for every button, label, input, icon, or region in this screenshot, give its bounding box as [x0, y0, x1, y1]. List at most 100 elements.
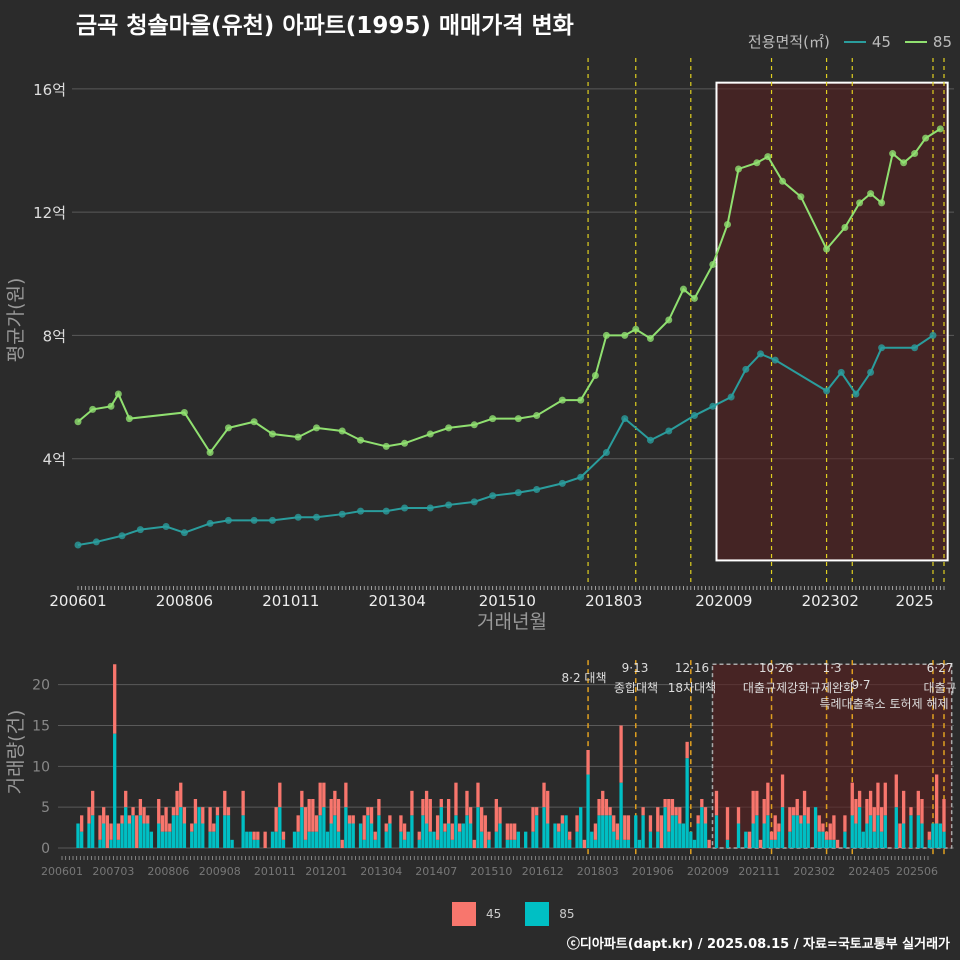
bar-85 [909, 815, 913, 848]
bar-y-tick-label: 10 [32, 759, 50, 775]
bar-85 [450, 839, 454, 848]
bar-85 [612, 831, 616, 848]
bar-45 [865, 799, 869, 824]
bar-x-tick-label: 201906 [632, 865, 674, 878]
data-point-85 [665, 316, 673, 324]
policy-annotation: 대출규제강화 [743, 681, 809, 695]
bar-85 [942, 831, 946, 848]
bar-45 [373, 831, 377, 840]
bar-45 [935, 774, 939, 824]
policy-annotation: 6·27 [927, 661, 954, 675]
bar-85 [146, 823, 150, 848]
bar-85 [579, 807, 583, 848]
bottom-legend: 45 85 [452, 902, 575, 926]
data-point-85 [294, 433, 302, 441]
bar-85 [318, 815, 322, 848]
data-point-85 [632, 325, 640, 333]
bar-45 [168, 823, 172, 832]
bar-85 [667, 831, 671, 848]
bar-x-tick-label: 201201 [305, 865, 347, 878]
bar-85 [439, 807, 443, 848]
bar-85 [546, 823, 550, 848]
bar-85 [685, 758, 689, 848]
bar-45 [135, 815, 139, 848]
data-point-85 [558, 396, 566, 404]
data-point-45 [878, 344, 886, 352]
bar-45 [351, 815, 355, 824]
data-point-85 [724, 220, 731, 228]
bar-85 [270, 831, 275, 848]
bar-45 [160, 815, 165, 832]
legend-swatch-45 [843, 40, 866, 43]
bar-45 [157, 799, 161, 824]
bar-45 [105, 815, 110, 848]
bar-45 [509, 823, 513, 840]
bar-45 [766, 782, 770, 816]
bar-45 [388, 815, 392, 824]
bar-45 [487, 831, 491, 840]
bar-45 [678, 807, 682, 824]
legend-box-85 [525, 902, 550, 926]
bar-45 [322, 782, 326, 808]
bar-45 [872, 807, 876, 832]
bar-85 [597, 815, 601, 848]
bar-85 [362, 839, 366, 848]
bar-85 [883, 815, 887, 848]
bar-45 [175, 790, 179, 816]
data-point-85 [89, 405, 97, 413]
bar-45 [483, 815, 487, 848]
bar-85 [619, 782, 623, 848]
data-point-45 [771, 356, 779, 364]
bar-y-tick-label: 15 [32, 719, 50, 735]
bar-45 [612, 815, 616, 832]
bar-85 [171, 815, 176, 848]
bar-45 [252, 831, 256, 840]
bar-85 [593, 839, 598, 848]
bar-85 [700, 807, 704, 848]
data-point-45 [445, 501, 453, 509]
bar-85 [388, 823, 392, 848]
bar-85 [696, 823, 700, 848]
bar-45 [201, 807, 205, 824]
data-point-45 [533, 486, 541, 494]
bar-45 [714, 790, 719, 816]
bar-85 [509, 839, 513, 848]
data-point-85 [779, 177, 787, 185]
bar-45 [597, 799, 601, 816]
bar-45 [883, 782, 887, 816]
data-point-45 [837, 368, 845, 376]
bar-45 [190, 823, 194, 832]
x-tick-label: 202302 [802, 592, 859, 610]
bar-85 [564, 815, 568, 848]
bar-45 [263, 831, 267, 848]
bar-45 [91, 790, 95, 816]
bar-85 [278, 807, 282, 848]
bar-85 [274, 831, 278, 848]
data-point-45 [136, 526, 144, 534]
bar-45 [142, 807, 146, 824]
data-point-45 [852, 390, 860, 398]
top-legend: 전용면적(㎡) 45 85 [748, 31, 952, 52]
bar-85 [369, 823, 374, 848]
data-point-85 [250, 418, 258, 426]
x-tick-label: 201510 [479, 592, 536, 610]
bar-85 [116, 839, 121, 848]
bar-85 [245, 831, 249, 848]
bar-45 [215, 807, 220, 816]
data-point-45 [621, 415, 629, 423]
bar-x-tick-label: 202009 [687, 865, 729, 878]
bar-85 [226, 815, 231, 848]
bar-45 [659, 815, 664, 848]
bar-85 [131, 815, 135, 848]
bar-85 [102, 823, 106, 848]
bar-45 [241, 790, 245, 816]
bar-85 [894, 807, 898, 848]
bar-45 [593, 823, 598, 840]
bar-85 [307, 831, 311, 848]
bar-85 [421, 815, 425, 848]
bar-85 [325, 831, 330, 848]
bar-45 [226, 807, 231, 816]
data-point-45 [401, 504, 409, 512]
bar-45 [457, 823, 462, 832]
bar-85 [531, 831, 535, 848]
